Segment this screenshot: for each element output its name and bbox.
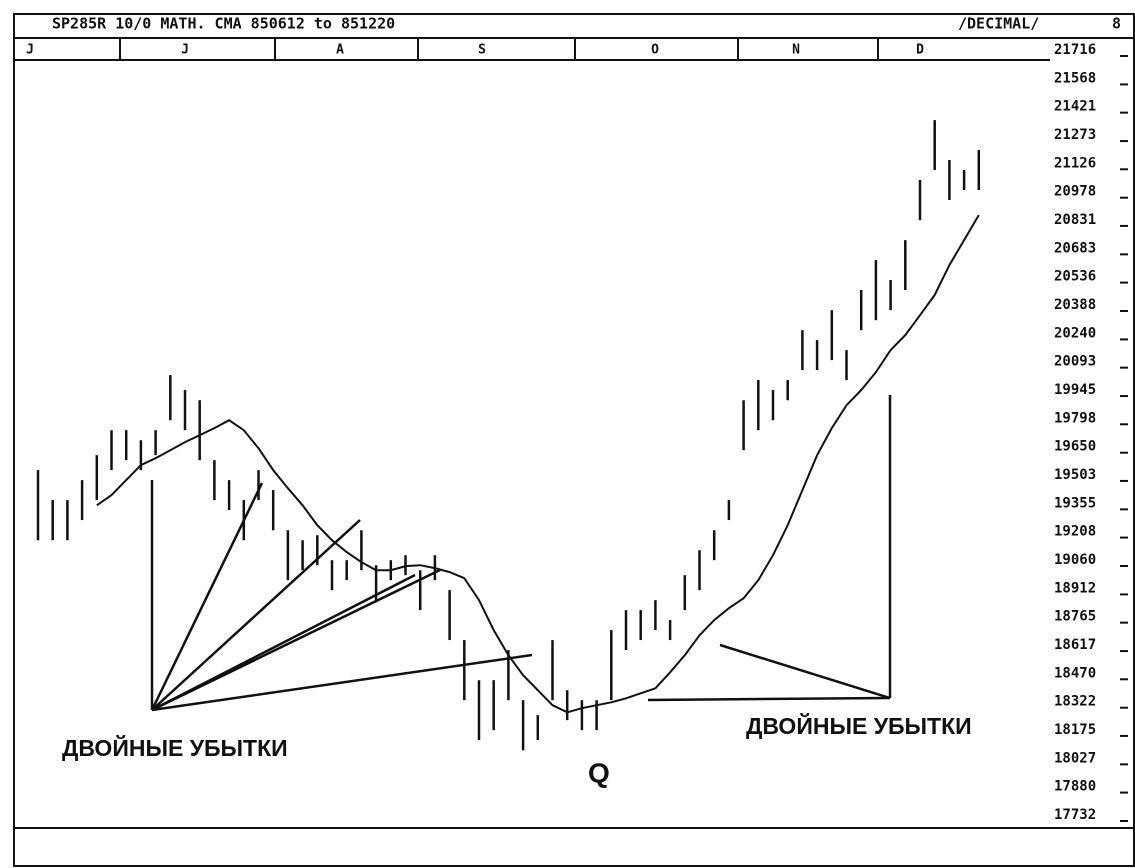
month-dividers: [119, 38, 879, 60]
fan-line: [151, 519, 361, 711]
y-tick-label: 17732: [1054, 807, 1096, 823]
fan-line: [151, 568, 441, 712]
y-tick-label: 21716: [1054, 42, 1096, 58]
y-tick-label: 20536: [1054, 269, 1096, 285]
month-label: J: [26, 43, 34, 58]
month-label: A: [336, 43, 344, 58]
y-tick-label: 20240: [1054, 325, 1096, 341]
annotation: Q: [588, 757, 610, 788]
y-tick-label: 20978: [1054, 184, 1096, 200]
y-tick-label: 19503: [1054, 467, 1096, 483]
y-tick-label: 18470: [1054, 665, 1096, 681]
y-tick-label: 19650: [1054, 439, 1096, 455]
y-tick-label: 21568: [1054, 70, 1096, 86]
y-tick-label: 19945: [1054, 382, 1096, 398]
y-tick-label: 18617: [1054, 637, 1096, 653]
y-tick-label: 18765: [1054, 609, 1096, 625]
fan-line: [150, 482, 264, 711]
mode-label: /DECIMAL/: [958, 15, 1039, 33]
month-label: D: [916, 43, 924, 58]
y-tick-label: 19208: [1054, 524, 1096, 540]
corner-label: 8: [1112, 15, 1121, 33]
annotation: ДВОЙНЫЕ УБЫТКИ: [746, 712, 972, 739]
month-label: O: [651, 43, 659, 58]
y-tick-label: 20388: [1054, 297, 1096, 313]
fan-line: [151, 653, 533, 712]
y-tick-label: 21126: [1054, 155, 1096, 171]
y-tick-label: 18912: [1054, 580, 1096, 596]
y-tick-label: 19060: [1054, 552, 1096, 568]
y-tick-label: 18175: [1054, 722, 1096, 738]
y-tick-label: 18027: [1054, 750, 1096, 766]
y-tick-label: 20683: [1054, 240, 1096, 256]
y-tick-label: 21421: [1054, 99, 1096, 115]
y-tick-label: 20093: [1054, 354, 1096, 370]
month-label: J: [181, 43, 189, 58]
chart-title: SP285R 10/0 MATH. CMA 850612 to 851220: [52, 15, 395, 33]
y-tick-label: 21273: [1054, 127, 1096, 143]
frame: [13, 13, 1135, 867]
fan-lines: [150, 395, 892, 712]
y-tick-label: 19798: [1054, 410, 1096, 426]
moving-average: [96, 214, 980, 714]
y-tick-label: 20831: [1054, 212, 1096, 228]
y-tick-label: 19355: [1054, 495, 1096, 511]
fan-line: [719, 643, 891, 700]
month-label: N: [792, 43, 800, 58]
annotation: ДВОЙНЫЕ УБЫТКИ: [62, 734, 288, 761]
month-label: S: [478, 43, 486, 58]
y-tick-label: 17880: [1054, 779, 1096, 795]
fan-line: [647, 696, 891, 702]
y-tick-label: 18322: [1054, 694, 1096, 710]
